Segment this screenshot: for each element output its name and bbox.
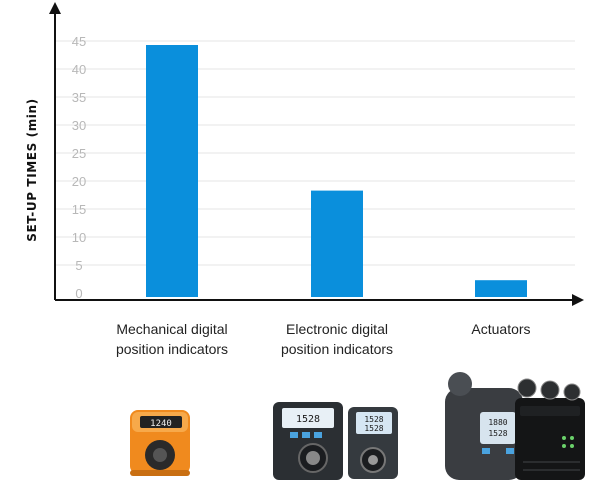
category-label-line: Mechanical digital bbox=[116, 321, 227, 337]
y-tick-label: 10 bbox=[72, 230, 86, 245]
bar bbox=[146, 45, 198, 297]
y-tick-label: 30 bbox=[72, 118, 86, 133]
y-tick-label: 15 bbox=[72, 202, 86, 217]
svg-text:1880: 1880 bbox=[488, 418, 507, 427]
electronic-position-indicators-photo: 1528 1528 1528 bbox=[273, 402, 398, 480]
y-tick-label: 5 bbox=[75, 258, 82, 273]
bar bbox=[311, 190, 363, 297]
y-tick-label: 35 bbox=[72, 90, 86, 105]
svg-text:1528: 1528 bbox=[364, 415, 383, 424]
category-label-line: position indicators bbox=[281, 341, 393, 357]
actuators-photo: 1880 1528 bbox=[445, 372, 585, 480]
y-tick-label: 40 bbox=[72, 62, 86, 77]
y-axis-title: SET-UP TIMES (min) bbox=[25, 98, 39, 242]
svg-text:1528: 1528 bbox=[488, 429, 507, 438]
mechanical-position-indicator-photo: 1240 bbox=[130, 410, 190, 476]
x-axis-arrow bbox=[572, 294, 584, 306]
category-label: Electronic digital position indicators bbox=[281, 321, 393, 357]
category-label: Actuators bbox=[471, 321, 530, 337]
bar bbox=[475, 280, 527, 297]
category-label: Mechanical digital position indicators bbox=[116, 321, 228, 357]
category-labels: Mechanical digital position indicatorsEle… bbox=[116, 321, 531, 357]
y-tick-label: 25 bbox=[72, 146, 86, 161]
y-tick-label: 20 bbox=[72, 174, 86, 189]
svg-text:1240: 1240 bbox=[150, 419, 172, 429]
y-tick-labels: 0 5 10 15 20 25 30 35 40 45 bbox=[72, 34, 86, 301]
svg-text:1528: 1528 bbox=[364, 424, 383, 433]
category-label-line: position indicators bbox=[116, 341, 228, 357]
y-axis-arrow bbox=[49, 2, 61, 14]
bars bbox=[146, 45, 527, 297]
category-label-line: Actuators bbox=[471, 321, 530, 337]
svg-text:1528: 1528 bbox=[296, 414, 320, 425]
gridlines bbox=[55, 40, 575, 266]
category-label-line: Electronic digital bbox=[286, 321, 388, 337]
y-tick-label: 0 bbox=[75, 286, 82, 301]
y-tick-label: 45 bbox=[72, 34, 86, 49]
